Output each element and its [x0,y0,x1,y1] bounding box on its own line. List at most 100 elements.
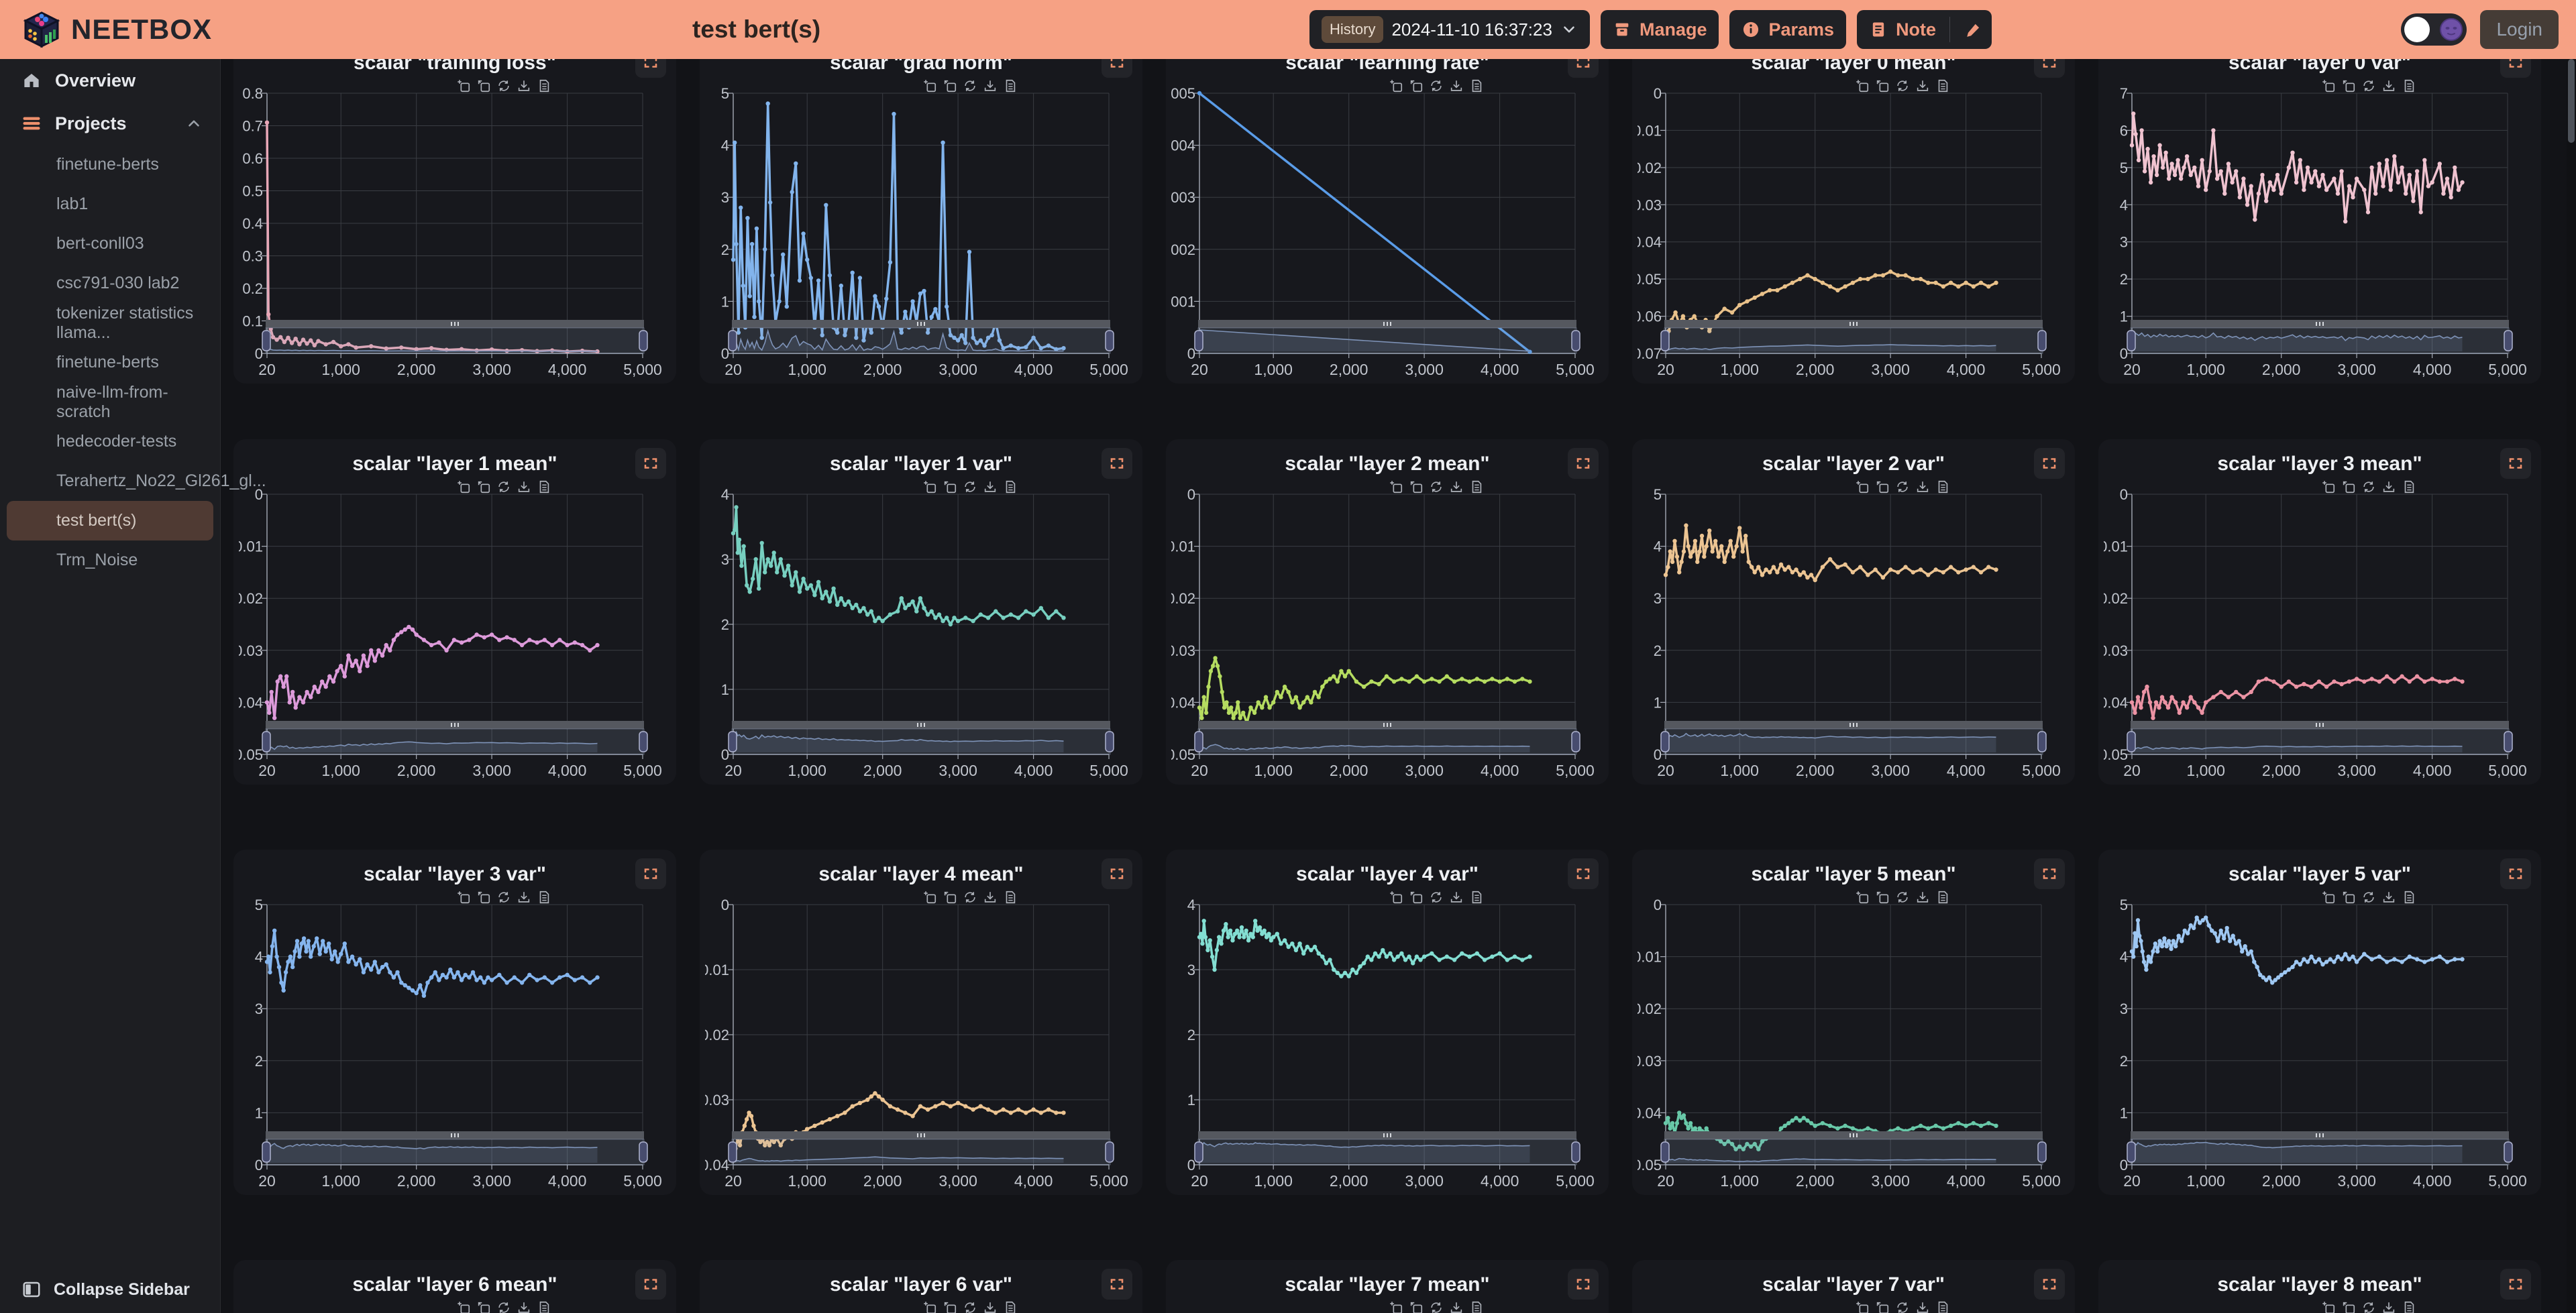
datazoom-handle-left[interactable] [262,330,271,351]
zoom-select-icon[interactable] [2321,890,2336,905]
datazoom-handle-right[interactable] [639,1141,648,1163]
zoom-select-icon[interactable] [2321,78,2336,93]
expand-chart-button[interactable] [2500,1269,2531,1300]
download-icon[interactable] [517,890,531,905]
datazoom-handle-right[interactable] [2037,1141,2047,1163]
datazoom-slider[interactable] [728,1131,1114,1165]
expand-chart-button[interactable] [1102,448,1132,479]
datazoom-handle-left[interactable] [728,330,737,351]
datazoom-slider[interactable] [1660,1131,2047,1165]
download-icon[interactable] [1915,479,1930,494]
sidebar-project-item[interactable]: finetune-berts [56,353,159,372]
restore-icon[interactable] [2361,78,2376,93]
expand-chart-button[interactable] [635,858,666,889]
restore-icon[interactable] [963,1300,977,1313]
download-icon[interactable] [1449,479,1464,494]
restore-icon[interactable] [1895,78,1910,93]
expand-chart-button[interactable] [2034,858,2065,889]
restore-icon[interactable] [1429,1300,1444,1313]
data-view-icon[interactable] [537,78,551,93]
datazoom-handle-right[interactable] [639,731,648,752]
zoom-reset-icon[interactable] [1409,1300,1424,1313]
datazoom-handle-right[interactable] [1105,330,1114,351]
restore-icon[interactable] [1895,1300,1910,1313]
zoom-select-icon[interactable] [1855,78,1870,93]
datazoom-slider[interactable] [1194,721,1580,755]
restore-icon[interactable] [1429,479,1444,494]
manage-button[interactable]: Manage [1600,10,1719,49]
restore-icon[interactable] [963,890,977,905]
datazoom-slider[interactable] [728,721,1114,755]
restore-icon[interactable] [2361,890,2376,905]
zoom-reset-icon[interactable] [2341,78,2356,93]
zoom-select-icon[interactable] [1389,78,1403,93]
restore-icon[interactable] [496,1300,511,1313]
expand-chart-button[interactable] [2500,858,2531,889]
zoom-select-icon[interactable] [922,78,937,93]
sidebar-project-item[interactable]: finetune-berts [56,155,159,174]
collapse-sidebar-button[interactable]: Collapse Sidebar [21,1279,190,1300]
note-button[interactable]: Note [1869,19,1936,40]
expand-chart-button[interactable] [635,448,666,479]
data-view-icon[interactable] [1469,890,1484,905]
datazoom-handle-right[interactable] [2504,330,2513,351]
datazoom-slider[interactable] [1660,320,2047,354]
zoom-reset-icon[interactable] [2341,890,2356,905]
datazoom-handle-right[interactable] [2504,731,2513,752]
download-icon[interactable] [1915,78,1930,93]
expand-chart-button[interactable] [1568,448,1599,479]
download-icon[interactable] [983,78,998,93]
sidebar-project-item[interactable]: test bert(s) [7,501,213,540]
datazoom-handle-left[interactable] [262,1141,271,1163]
datazoom-slider[interactable] [262,721,648,755]
datazoom-handle-right[interactable] [2504,1141,2513,1163]
sidebar-project-item[interactable]: csc791-030 lab2 [56,274,180,292]
zoom-reset-icon[interactable] [476,890,491,905]
expand-chart-button[interactable] [1568,1269,1599,1300]
scrollbar-thumb[interactable] [2568,59,2575,143]
download-icon[interactable] [983,1300,998,1313]
zoom-select-icon[interactable] [1389,1300,1403,1313]
zoom-reset-icon[interactable] [1409,78,1424,93]
data-view-icon[interactable] [1003,479,1018,494]
zoom-select-icon[interactable] [2321,479,2336,494]
sidebar-project-item[interactable]: bert-conll03 [56,234,144,253]
zoom-reset-icon[interactable] [943,479,957,494]
zoom-reset-icon[interactable] [1409,890,1424,905]
datazoom-handle-left[interactable] [1194,1141,1203,1163]
data-view-icon[interactable] [1935,1300,1950,1313]
datazoom-handle-left[interactable] [1194,330,1203,351]
datazoom-handle-left[interactable] [2127,1141,2136,1163]
zoom-reset-icon[interactable] [943,890,957,905]
download-icon[interactable] [2381,479,2396,494]
datazoom-slider[interactable] [262,320,648,354]
datazoom-slider[interactable] [2127,320,2513,354]
expand-chart-button[interactable] [2034,448,2065,479]
data-view-icon[interactable] [1935,890,1950,905]
restore-icon[interactable] [496,78,511,93]
zoom-reset-icon[interactable] [943,78,957,93]
datazoom-handle-right[interactable] [1105,731,1114,752]
datazoom-handle-right[interactable] [1571,731,1580,752]
zoom-select-icon[interactable] [456,1300,471,1313]
zoom-reset-icon[interactable] [2341,479,2356,494]
login-button[interactable]: Login [2480,10,2559,49]
zoom-reset-icon[interactable] [943,1300,957,1313]
sidebar-project-item[interactable]: naive-llm-from-scratch [56,382,168,421]
page-scrollbar[interactable] [2567,59,2576,1313]
zoom-select-icon[interactable] [456,890,471,905]
data-view-icon[interactable] [1935,78,1950,93]
zoom-reset-icon[interactable] [1875,1300,1890,1313]
data-view-icon[interactable] [1935,479,1950,494]
data-view-icon[interactable] [2402,1300,2416,1313]
data-view-icon[interactable] [1003,78,1018,93]
restore-icon[interactable] [1429,78,1444,93]
sidebar-project-item[interactable]: Terahertz_No22_Gl261_gl... [56,471,266,490]
theme-toggle[interactable] [2401,13,2467,46]
zoom-select-icon[interactable] [1855,1300,1870,1313]
download-icon[interactable] [2381,1300,2396,1313]
datazoom-handle-right[interactable] [1105,1141,1114,1163]
data-view-icon[interactable] [2402,78,2416,93]
data-view-icon[interactable] [537,479,551,494]
datazoom-slider[interactable] [1194,320,1580,354]
